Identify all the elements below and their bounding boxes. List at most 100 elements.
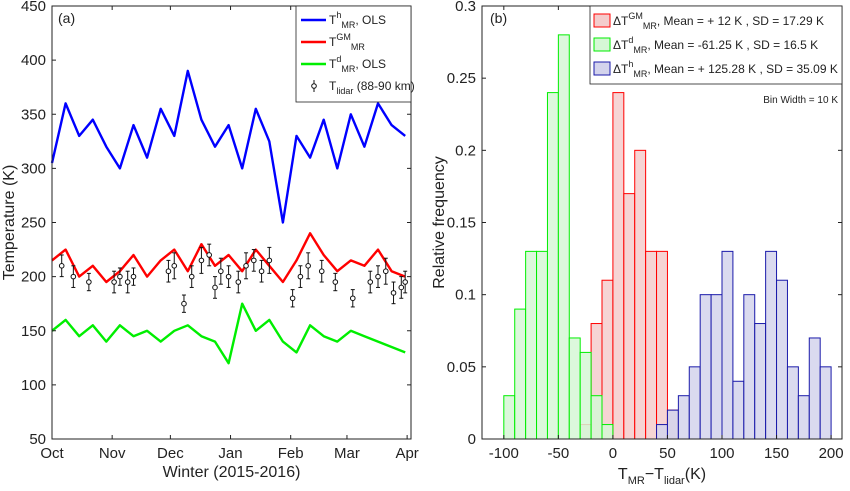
legend-box <box>589 5 843 85</box>
histogram-bar <box>503 395 516 440</box>
y-tick-label: 450 <box>21 0 46 15</box>
histogram-bar <box>743 294 756 440</box>
lidar-point <box>297 273 304 280</box>
x-tick-label: Nov <box>99 445 126 462</box>
lidar-point <box>117 273 123 280</box>
panel-a-series-group <box>50 69 408 365</box>
lidar-point <box>266 257 273 264</box>
x-tick-label: 50 <box>659 445 676 462</box>
histogram-bar <box>754 323 767 440</box>
y-tick-label: 0.3 <box>455 0 476 15</box>
histogram-bar <box>546 92 559 440</box>
legend-entry-label: ΔThMR, Mean = + 125.28 K , SD = 35.09 K <box>613 59 838 79</box>
lidar-point <box>70 273 77 280</box>
panel-a-x-ticks: Oct Nov Dec Jan Feb Mar Apr <box>40 6 419 462</box>
histogram-series-2 <box>656 250 832 440</box>
legend-entry-label: ΔTdMR, Mean = -61.25 K , SD = 16.5 K <box>613 35 818 55</box>
lidar-point <box>305 263 311 269</box>
panel-b-y-ticks: 0 0.05 0.1 0.15 0.2 0.25 0.3 <box>447 0 842 448</box>
legend-entry-label: ThMR, OLS <box>329 10 386 30</box>
histogram-bar <box>656 250 668 440</box>
histogram-bar <box>797 395 810 440</box>
lidar-point <box>382 268 389 275</box>
x-tick-label: Feb <box>278 445 304 462</box>
histogram-bar <box>786 366 799 440</box>
lidar-point <box>243 263 249 269</box>
series-line-0 <box>50 69 406 224</box>
histogram-bar <box>623 193 636 440</box>
legend-swatch <box>593 13 611 28</box>
panel-b-bin-width-note: Bin Width = 10 K <box>763 95 838 106</box>
lidar-point <box>251 257 257 264</box>
histogram-bar <box>776 279 788 440</box>
lidar-point <box>349 295 356 302</box>
histogram-bar <box>612 92 625 440</box>
legend-entry-label: TGMMR <box>329 32 365 52</box>
histogram-bar <box>666 409 679 440</box>
x-tick-label: Mar <box>334 445 360 462</box>
y-tick-label: 150 <box>21 323 46 340</box>
lidar-point <box>235 279 242 285</box>
y-tick-label: 300 <box>21 160 46 177</box>
x-tick-label: Apr <box>395 445 418 462</box>
lidar-point <box>171 263 178 269</box>
legend-swatch <box>593 61 611 76</box>
histogram-bar <box>656 424 668 440</box>
panel-b-y-axis-title: Relative frequency <box>431 156 448 289</box>
histogram-bar <box>819 366 832 440</box>
y-tick-label: 0.15 <box>447 215 476 232</box>
lidar-point <box>332 279 339 285</box>
histogram-bar <box>557 34 570 440</box>
histogram-bar <box>514 308 527 440</box>
lidar-point <box>124 279 131 285</box>
lidar-point <box>318 268 325 275</box>
series-lidar-points <box>58 243 408 313</box>
x-tick-label: 200 <box>819 445 844 462</box>
x-tick-label: 150 <box>764 445 789 462</box>
histogram-bar <box>601 279 614 440</box>
lidar-point <box>402 279 408 285</box>
y-tick-label: 0.25 <box>447 70 476 87</box>
series-line-2 <box>51 302 406 365</box>
histogram-bar <box>677 395 690 440</box>
y-tick-label: 100 <box>21 377 46 394</box>
panel-b-histogram: 0 0.05 0.1 0.15 0.2 0.25 0.3 -100 -50 0 50 100 150 2… <box>431 0 844 487</box>
histogram-bar <box>525 250 538 440</box>
panel-b-x-axis-title: TMR−Tlidar(K) <box>618 466 706 487</box>
y-tick-label: 50 <box>29 431 46 448</box>
histogram-bar <box>536 250 548 440</box>
legend-entry-label: TdMR, OLS <box>329 54 386 74</box>
lidar-point <box>130 273 137 280</box>
lidar-point <box>367 279 374 285</box>
x-tick-label: Jan <box>218 445 242 462</box>
histogram-bar <box>699 294 712 440</box>
x-tick-label: 0 <box>609 445 617 462</box>
series-line-1 <box>51 232 406 284</box>
lidar-point <box>289 295 296 302</box>
histogram-series-0 <box>579 92 679 440</box>
lidar-point <box>206 252 212 258</box>
panel-b-legend: ΔTGMMR, Mean = + 12 K , SD = 17.29 K ΔTdM… <box>589 5 843 85</box>
lidar-point <box>188 273 195 280</box>
histogram-bar <box>645 250 658 440</box>
lidar-point <box>86 279 92 285</box>
x-tick-label: -100 <box>489 445 519 462</box>
panel-a-x-axis-title: Winter (2015-2016) <box>163 464 301 481</box>
lidar-point <box>111 279 117 285</box>
histogram-bar <box>688 366 701 440</box>
lidar-point <box>212 284 218 291</box>
lidar-point <box>181 300 187 307</box>
y-tick-label: 250 <box>21 215 46 232</box>
y-tick-label: 0 <box>468 431 476 448</box>
histogram-bar <box>579 351 592 440</box>
y-tick-label: 400 <box>21 52 46 69</box>
histogram-bar <box>601 424 614 440</box>
x-tick-label: Dec <box>157 445 184 462</box>
lidar-point <box>398 284 405 291</box>
lidar-point <box>58 263 65 269</box>
panel-a-y-ticks: 50 100 150 200 250 300 350 400 450 <box>21 0 411 448</box>
x-tick-label: Oct <box>40 445 64 462</box>
x-tick-label: -50 <box>548 445 570 462</box>
